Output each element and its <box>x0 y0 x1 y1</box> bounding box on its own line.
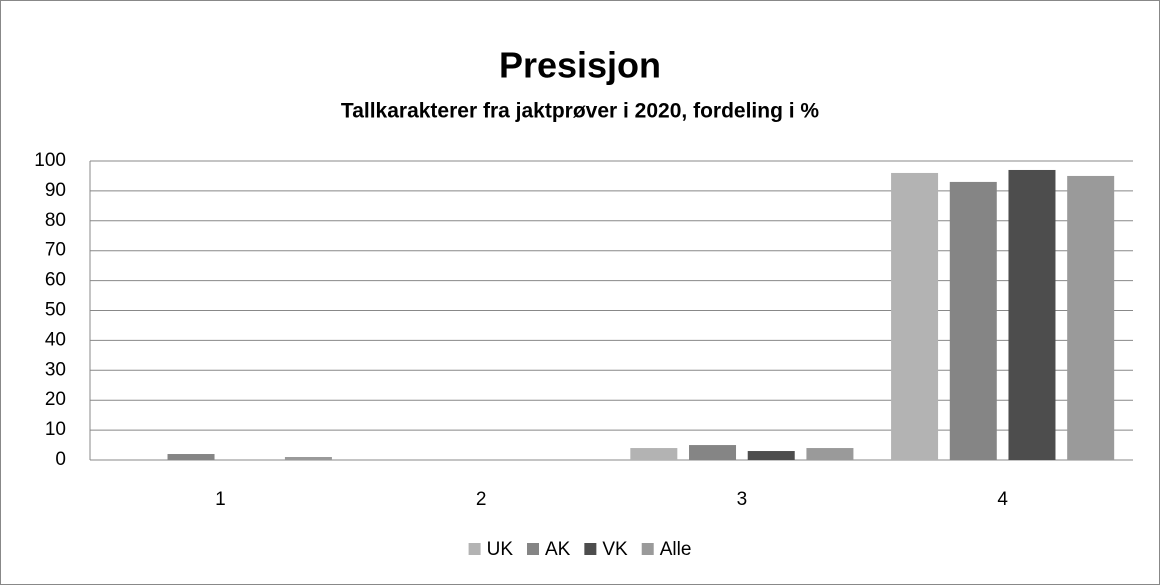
x-tick-label: 4 <box>997 489 1008 510</box>
y-tick-label: 90 <box>45 180 66 201</box>
bar <box>630 448 678 460</box>
bar <box>949 181 997 460</box>
legend-swatch <box>641 543 654 555</box>
legend-swatch <box>468 543 481 555</box>
bar <box>891 172 939 460</box>
y-tick-label: 50 <box>45 300 66 321</box>
x-tick-label: 3 <box>737 489 748 510</box>
bar <box>167 454 215 460</box>
bar <box>806 448 854 460</box>
bar <box>689 445 737 460</box>
y-tick-label: 10 <box>45 419 66 440</box>
legend-label: Alle <box>660 539 692 560</box>
bar <box>284 457 332 460</box>
legend-label: UK <box>487 539 514 560</box>
y-tick-label: 100 <box>34 150 66 171</box>
y-tick-label: 40 <box>45 329 66 350</box>
y-tick-label: 0 <box>55 449 66 470</box>
x-tick-label: 2 <box>476 489 487 510</box>
chart-title: Presisjon <box>499 45 661 86</box>
legend-swatch <box>527 543 539 555</box>
legend-label: VK <box>602 539 628 560</box>
x-tick-label: 1 <box>215 489 226 510</box>
bar <box>1067 175 1115 460</box>
legend-swatch <box>584 543 597 555</box>
y-tick-label: 70 <box>45 240 66 261</box>
y-tick-label: 80 <box>45 210 66 231</box>
legend-label: AK <box>545 539 571 560</box>
bar <box>1008 169 1056 460</box>
y-tick-label: 30 <box>45 359 66 380</box>
y-tick-label: 60 <box>45 270 66 291</box>
y-tick-label: 20 <box>45 389 66 410</box>
chart-subtitle: Tallkarakterer fra jaktprøver i 2020, fo… <box>341 100 819 123</box>
bar <box>747 451 795 460</box>
